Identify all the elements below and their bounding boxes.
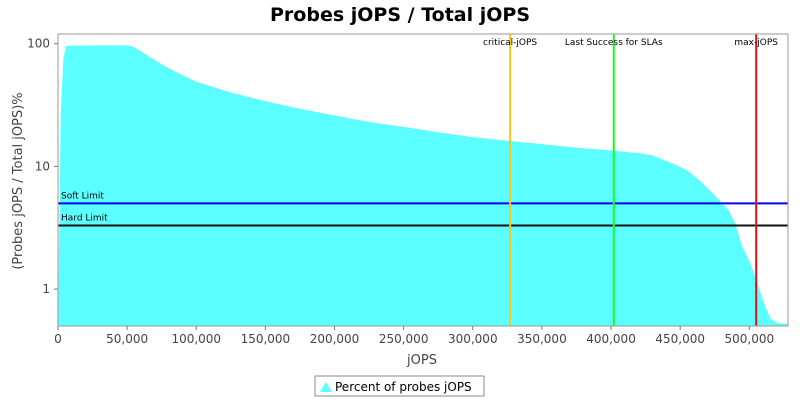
vertical-markers: critical-jOPS Last Success for SLAs max-jO… bbox=[483, 34, 778, 326]
y-tick-label: 100 bbox=[27, 37, 50, 51]
y-axis-label: (Probes jOPS / Total jOPS)% bbox=[11, 92, 26, 269]
legend: Percent of probes jOPS bbox=[314, 375, 485, 397]
horizontal-markers: Soft Limit Hard Limit bbox=[58, 191, 788, 227]
plot-area: Soft Limit Hard Limit critical-jOPS Last S… bbox=[57, 33, 789, 327]
vmarker-label-critical-jops: critical-jOPS bbox=[483, 38, 537, 48]
x-tick-label: 300,000 bbox=[448, 332, 498, 346]
vmarker-label-max-jops: max-jOPS bbox=[734, 38, 778, 48]
x-axis-label: jOPS bbox=[406, 353, 437, 368]
legend-swatch-icon bbox=[320, 382, 332, 392]
x-tick-label: 0 bbox=[54, 332, 62, 346]
legend-box bbox=[314, 375, 485, 397]
x-tick-label: 450,000 bbox=[655, 332, 705, 346]
y-tick-label: 1 bbox=[42, 282, 50, 296]
x-tick-label: 400,000 bbox=[586, 332, 636, 346]
plot-border bbox=[57, 33, 789, 327]
vmarker-label-last-success-for-slas: Last Success for SLAs bbox=[565, 38, 663, 48]
series-area-layer bbox=[58, 45, 788, 327]
x-tick-label: 350,000 bbox=[517, 332, 567, 346]
x-axis: 0 50,000 100,000 150,000 200,000 250,000 300,0… bbox=[54, 326, 774, 346]
x-tick-label: 150,000 bbox=[241, 332, 291, 346]
legend-entry-label: Percent of probes jOPS bbox=[335, 380, 472, 394]
y-axis: 1 10 100 bbox=[27, 37, 58, 296]
x-tick-label: 500,000 bbox=[724, 332, 774, 346]
y-tick-label: 10 bbox=[35, 159, 50, 173]
series-area-0 bbox=[58, 45, 788, 327]
hmarker-label-hard-limit: Hard Limit bbox=[61, 213, 108, 223]
x-tick-label: 250,000 bbox=[379, 332, 429, 346]
hmarker-label-soft-limit: Soft Limit bbox=[61, 191, 104, 201]
x-tick-label: 100,000 bbox=[171, 332, 221, 346]
x-tick-label: 200,000 bbox=[310, 332, 360, 346]
x-tick-label: 50,000 bbox=[106, 332, 148, 346]
chart-title: Probes jOPS / Total jOPS bbox=[270, 4, 530, 26]
